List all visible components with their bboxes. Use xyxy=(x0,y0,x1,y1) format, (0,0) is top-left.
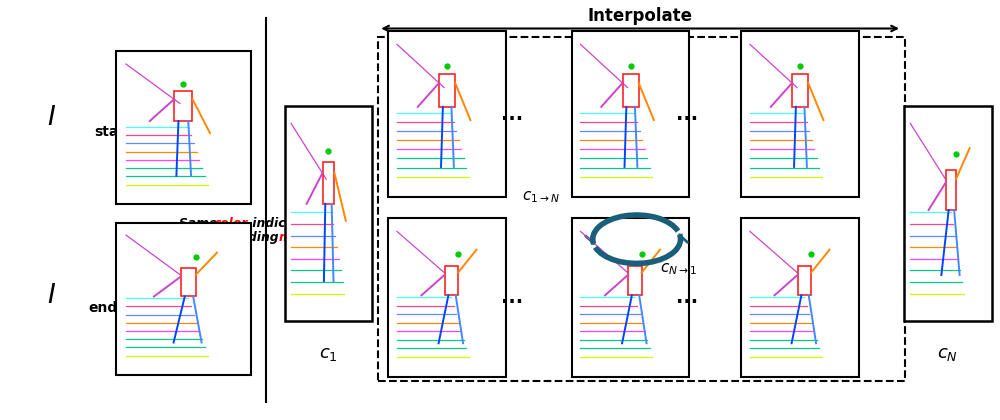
Text: ...: ... xyxy=(501,105,523,123)
Text: $\mathbf{\mathit{I}}$: $\mathbf{\mathit{I}}$ xyxy=(47,283,56,309)
Bar xyxy=(904,106,992,320)
Text: Same: Same xyxy=(179,217,221,230)
Bar xyxy=(116,52,251,204)
Text: $c_N$: $c_N$ xyxy=(937,345,958,363)
Text: $c_1$: $c_1$ xyxy=(319,345,338,363)
Bar xyxy=(116,223,251,375)
Text: ...: ... xyxy=(676,105,699,123)
Text: matches: matches xyxy=(279,231,337,244)
Text: $\mathbf{\mathit{I}}$: $\mathbf{\mathit{I}}$ xyxy=(47,105,56,131)
Text: end: end xyxy=(88,301,117,315)
Text: start: start xyxy=(94,125,132,139)
Text: Interpolate: Interpolate xyxy=(587,7,692,25)
Bar xyxy=(285,106,372,320)
Bar xyxy=(572,218,689,377)
Bar xyxy=(572,31,689,197)
Bar xyxy=(378,37,905,381)
Text: indicates: indicates xyxy=(248,217,315,230)
Text: ...: ... xyxy=(676,288,699,307)
Bar xyxy=(741,218,859,377)
Text: corresponding: corresponding xyxy=(179,231,283,244)
Text: $c_{1\rightarrow N}$: $c_{1\rightarrow N}$ xyxy=(522,190,560,205)
Text: $c_{N\rightarrow 1}$: $c_{N\rightarrow 1}$ xyxy=(660,261,697,277)
Bar xyxy=(388,218,506,377)
Bar xyxy=(388,31,506,197)
Text: color: color xyxy=(214,217,248,230)
Bar xyxy=(741,31,859,197)
Text: ...: ... xyxy=(501,288,523,307)
